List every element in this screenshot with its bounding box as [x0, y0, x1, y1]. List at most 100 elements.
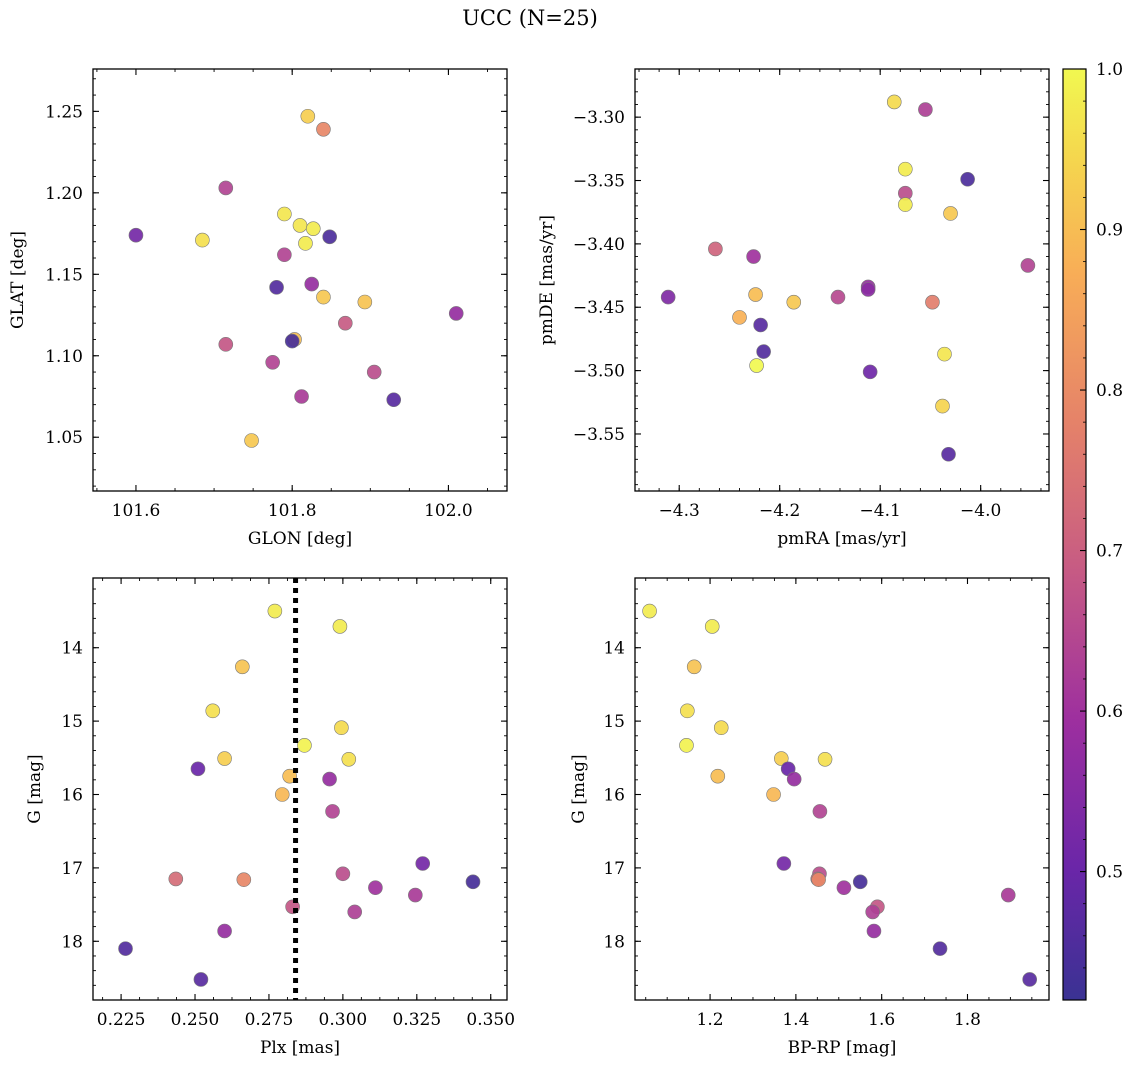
y-axis-label: GLAT [deg]	[8, 231, 28, 329]
axes-frame	[634, 68, 1050, 492]
figure-title: UCC (N=25)	[462, 6, 598, 30]
y-tick-label: 17	[603, 859, 625, 879]
data-point	[334, 720, 349, 736]
data-point	[322, 771, 337, 787]
data-point	[686, 659, 702, 675]
scatter-series	[660, 94, 1036, 462]
y-tick-label: −3.30	[573, 108, 625, 128]
data-point	[244, 433, 259, 448]
data-point	[925, 294, 940, 310]
x-tick-label: 101.6	[112, 501, 161, 521]
data-point	[408, 887, 423, 903]
data-point	[852, 874, 868, 890]
data-point	[168, 871, 184, 887]
data-point	[1000, 887, 1016, 903]
data-point	[918, 102, 933, 117]
data-point	[386, 392, 402, 408]
data-point	[265, 354, 280, 370]
x-tick-label: 1.6	[868, 1010, 895, 1030]
colorbar-tick-label: 0.5	[1096, 863, 1123, 883]
data-point	[118, 941, 133, 956]
x-tick-label: 1.4	[782, 1010, 809, 1030]
data-point	[932, 941, 948, 956]
x-axis-label: pmRA [mas/yr]	[777, 529, 906, 549]
y-axis-label: G [mag]	[25, 754, 45, 823]
x-tick-label: 1.2	[697, 1010, 724, 1030]
data-point	[366, 364, 382, 380]
data-point	[708, 241, 723, 257]
scatter-series	[642, 603, 1037, 987]
colorbar: 0.5 0.6 0.7 0.8 0.9 1.0	[1062, 60, 1123, 1001]
scatter-series	[118, 603, 481, 987]
data-point	[297, 738, 312, 753]
x-tick-label: 102.0	[424, 501, 473, 521]
subplot-grid: 101.6 101.8 102.0 1.05 1.10 1.15 1.20 1.25 GLON …	[8, 68, 1050, 1058]
axes-frame	[92, 68, 508, 492]
data-point	[746, 249, 761, 264]
data-point	[679, 738, 694, 753]
colorbar-tick-label: 0.9	[1096, 221, 1123, 241]
data-point	[786, 294, 802, 310]
data-point	[298, 236, 313, 251]
y-tick-label: 1.10	[45, 347, 83, 367]
data-point	[277, 247, 292, 263]
x-axis-label: BP-RP [mag]	[788, 1038, 897, 1058]
subplot-plx-g: 0.225 0.250 0.275 0.300 0.325 0.350 14 15 16 17 18…	[25, 577, 515, 1058]
x-tick-label: 101.8	[268, 501, 317, 521]
colorbar-tick-label: 0.6	[1096, 702, 1123, 722]
data-point	[217, 923, 232, 939]
data-point	[766, 787, 781, 802]
data-point	[316, 289, 331, 305]
y-tick-label: −3.50	[573, 362, 625, 382]
data-point	[943, 206, 958, 221]
data-point	[284, 333, 300, 349]
y-tick-label: −3.45	[573, 298, 625, 318]
data-point	[817, 751, 833, 767]
data-point	[415, 856, 431, 871]
x-axis-label: Plx [mas]	[260, 1038, 340, 1058]
data-point	[860, 282, 876, 297]
data-point	[830, 289, 846, 305]
colorbar-tick-label: 0.7	[1096, 542, 1123, 562]
axes-frame	[634, 577, 1050, 1001]
data-point	[269, 280, 284, 295]
x-tick-label: −4.0	[960, 501, 1001, 521]
data-point	[1020, 258, 1036, 273]
y-tick-label: 1.25	[45, 102, 83, 122]
data-point	[836, 880, 852, 896]
y-tick-label: 15	[603, 712, 625, 732]
colorbar-tick-label: 0.8	[1096, 381, 1123, 401]
data-point	[267, 603, 283, 619]
data-point	[898, 197, 913, 212]
y-tick-label: 16	[603, 786, 625, 806]
y-tick-label: 16	[61, 786, 83, 806]
data-point	[862, 364, 878, 380]
x-tick-label: −4.2	[759, 501, 800, 521]
y-tick-label: 18	[603, 932, 625, 952]
colorbar-gradient	[1062, 68, 1087, 1001]
data-point	[128, 227, 144, 243]
data-point	[1022, 972, 1037, 987]
data-point	[748, 287, 763, 302]
data-point	[338, 315, 353, 331]
y-tick-label: 17	[61, 859, 83, 879]
y-tick-label: 1.20	[45, 184, 83, 204]
x-tick-label: 1.8	[954, 1010, 981, 1030]
y-tick-label: −3.40	[573, 235, 625, 255]
data-point	[235, 659, 250, 675]
data-point	[941, 446, 956, 462]
data-point	[465, 874, 481, 890]
y-tick-label: 1.15	[45, 265, 83, 285]
y-tick-label: 15	[61, 712, 83, 732]
y-tick-label: −3.55	[573, 425, 625, 445]
data-point	[217, 751, 232, 766]
axes-frame	[92, 577, 508, 1001]
data-point	[773, 751, 789, 766]
data-point	[335, 866, 351, 882]
data-point	[732, 310, 747, 325]
data-point	[866, 923, 882, 939]
colorbar-tick-label: 1.0	[1096, 60, 1123, 80]
data-point	[753, 317, 768, 333]
data-point	[756, 344, 771, 359]
